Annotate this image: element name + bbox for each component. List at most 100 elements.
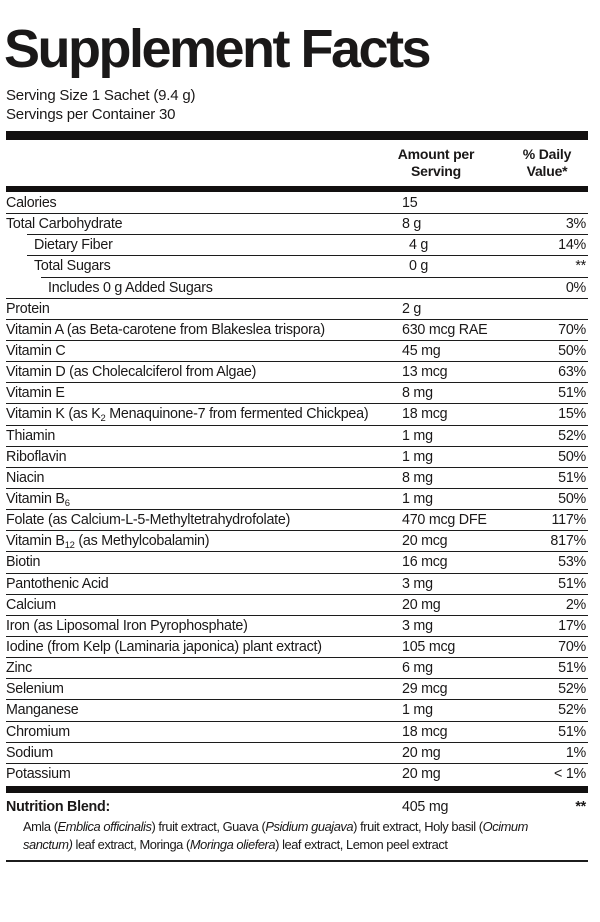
amount-header-line1: Amount per [397, 146, 475, 162]
nutrient-name: Iodine (from Kelp (Laminaria japonica) p… [6, 639, 322, 656]
blend-description-line: Amla (Emblica officinalis) fruit extract… [23, 818, 528, 834]
nutrient-amount: 3 mg [402, 617, 433, 634]
servings-per-container-line: Servings per Container 30 [6, 106, 176, 123]
nutrition-blend-label: Nutrition Blend: [6, 798, 111, 815]
divider-bar-header [6, 186, 588, 192]
table-row: Folate (as Calcium-L-5-Methyltetrahydrof… [6, 509, 588, 530]
nutrient-daily-value: < 1% [554, 765, 586, 782]
table-row: Total Sugars 0 g ** [27, 255, 588, 276]
nutrient-daily-value: 51% [558, 660, 586, 677]
bottom-rule [6, 859, 588, 862]
nutrient-name: Selenium [6, 681, 64, 698]
table-row: Dietary Fiber 4 g 14% [27, 234, 588, 255]
blend-description-line: sanctum) leaf extract, Moringa (Moringa … [23, 836, 448, 852]
nutrient-amount: 2 g [402, 300, 422, 317]
nutrient-amount: 4 g [409, 237, 429, 254]
nutrient-name: Includes 0 g Added Sugars [48, 279, 213, 296]
table-row: Calcium 20 mg 2% [6, 593, 588, 615]
table-row: Biotin 16 mcg 53% [6, 551, 588, 572]
nutrient-name: Vitamin A (as Beta-carotene from Blakesl… [6, 321, 325, 338]
table-row: Includes 0 g Added Sugars 0% [41, 276, 588, 298]
nutrient-daily-value: 51% [558, 385, 586, 402]
nutrient-name: Calories [6, 194, 57, 211]
nutrient-daily-value: 2% [565, 596, 586, 613]
column-headers: Amount per Serving % Daily Value* [6, 140, 588, 186]
nutrient-daily-value: ** [575, 258, 586, 275]
divider-bar-blend [6, 785, 588, 793]
nutrient-daily-value: 50% [558, 343, 586, 360]
table-row: Thiamin 1 mg 52% [6, 424, 588, 446]
nutrient-amount: 18 mcg [402, 406, 448, 423]
divider-bar-top [6, 131, 588, 140]
nutrient-amount: 20 mg [402, 596, 441, 613]
nutrient-amount: 29 mcg [402, 681, 448, 698]
table-row: Vitamin D (as Cholecalciferol from Algae… [6, 361, 588, 382]
table-row: Chromium 18 mcg 51% [6, 720, 588, 742]
nutrient-name: Riboflavin [6, 448, 67, 465]
nutrient-amount: 8 mg [402, 385, 433, 402]
table-row: Riboflavin 1 mg 50% [6, 445, 588, 467]
nutrient-name: Biotin [6, 554, 41, 571]
nutrient-amount: 20 mcg [402, 533, 448, 550]
table-row: Niacin 8 mg 51% [6, 466, 588, 488]
nutrient-name: Vitamin B6 [6, 491, 70, 509]
nutrient-daily-value: 63% [558, 364, 586, 381]
nutrient-name: Thiamin [6, 427, 56, 444]
nutrition-blend-dv: ** [575, 798, 586, 815]
nutrient-daily-value: 117% [551, 512, 586, 529]
table-row: Zinc 6 mg 51% [6, 657, 588, 678]
nutrient-name: Sodium [6, 744, 53, 761]
nutrient-daily-value: 1% [565, 744, 586, 761]
nutrient-daily-value: 50% [558, 491, 586, 508]
nutrient-amount: 3 mg [402, 575, 433, 592]
nutrient-name: Total Sugars [34, 258, 111, 275]
nutrient-amount: 105 mcg [402, 639, 456, 656]
nutrient-amount: 20 mg [402, 744, 441, 761]
nutrient-amount: 8 g [402, 216, 422, 233]
table-row: Vitamin A (as Beta-carotene from Blakesl… [6, 318, 588, 340]
nutrient-daily-value: 51% [558, 469, 586, 486]
nutrient-amount: 1 mg [402, 702, 433, 719]
nutrient-amount: 45 mg [402, 343, 441, 360]
table-row: Vitamin B6 1 mg 50% [6, 487, 588, 509]
table-row: Protein 2 g [6, 297, 588, 319]
serving-size-line: Serving Size 1 Sachet (9.4 g) [6, 87, 196, 104]
nutrient-name: Vitamin C [6, 343, 66, 360]
nutrient-amount: 8 mg [402, 469, 433, 486]
nutrient-daily-value: 52% [558, 681, 586, 698]
nutrient-name: Vitamin B12 (as Methylcobalamin) [6, 533, 210, 551]
nutrient-name: Manganese [6, 702, 79, 719]
nutrient-daily-value: 52% [558, 427, 586, 444]
nutrient-amount: 1 mg [402, 448, 433, 465]
table-row: Pantothenic Acid 3 mg 51% [6, 572, 588, 594]
nutrient-name: Chromium [6, 723, 70, 740]
nutrient-name: Pantothenic Acid [6, 575, 109, 592]
nutrient-amount: 0 g [409, 258, 429, 275]
nutrient-name: Zinc [6, 660, 33, 677]
nutrient-amount: 15 [402, 194, 418, 211]
nutrient-name: Protein [6, 300, 50, 317]
nutrient-name: Potassium [6, 765, 71, 782]
table-row: Potassium 20 mg < 1% [6, 762, 588, 784]
daily-value-column-header: % Daily Value* [501, 146, 593, 179]
supplement-facts-panel: Supplement Facts Serving Size 1 Sachet (… [4, 19, 588, 862]
nutrient-daily-value: 51% [558, 723, 586, 740]
nutrient-daily-value: 70% [558, 639, 586, 656]
nutrient-daily-value: 52% [558, 702, 586, 719]
nutrient-amount: 470 mcg DFE [402, 512, 487, 529]
nutrient-name: Vitamin D (as Cholecalciferol from Algae… [6, 364, 257, 381]
nutrient-name: Dietary Fiber [34, 237, 113, 254]
nutrient-daily-value: 14% [558, 237, 586, 254]
table-row: Vitamin B12 (as Methylcobalamin) 20 mcg 81… [6, 530, 588, 551]
panel-title: Supplement Facts [4, 19, 432, 79]
nutrient-daily-value: 17% [558, 617, 586, 634]
table-row: Vitamin E 8 mg 51% [6, 382, 588, 403]
nutrient-amount: 16 mcg [402, 554, 448, 571]
nutrient-daily-value: 53% [558, 554, 586, 571]
table-row: Calories 15 [6, 192, 588, 213]
table-row: Vitamin C 45 mg 50% [6, 339, 588, 361]
table-row: Iodine (from Kelp (Laminaria japonica) p… [6, 635, 588, 657]
nutrient-name: Vitamin K (as K2 Menaquinone-7 from ferm… [6, 406, 369, 424]
nutrient-daily-value: 817% [550, 533, 586, 550]
table-row: Selenium 29 mcg 52% [6, 678, 588, 699]
